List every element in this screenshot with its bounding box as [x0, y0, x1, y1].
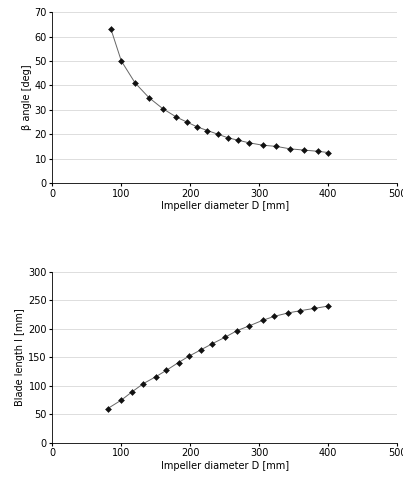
Y-axis label: β angle [deg]: β angle [deg] [22, 65, 32, 130]
X-axis label: Impeller diameter D [mm]: Impeller diameter D [mm] [161, 461, 289, 471]
X-axis label: Impeller diameter D [mm]: Impeller diameter D [mm] [161, 201, 289, 212]
Y-axis label: Blade length l [mm]: Blade length l [mm] [15, 308, 25, 406]
